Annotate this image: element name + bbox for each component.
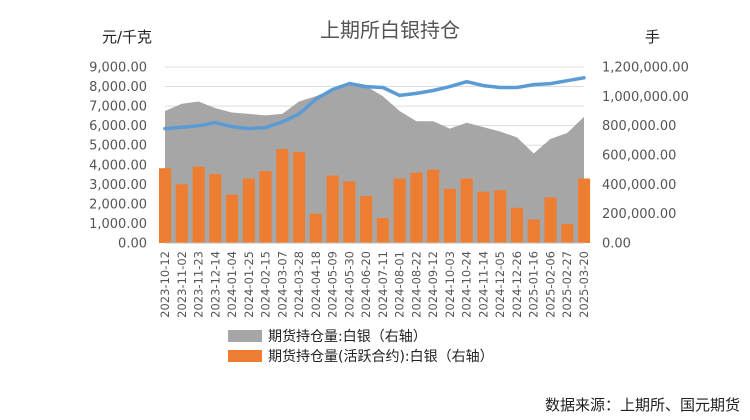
active-contract-bar <box>192 166 205 243</box>
right-axis-tick-label: 800,000.00 <box>602 119 676 134</box>
left-axis-tick-label: 1,000.00 <box>89 217 147 232</box>
legend-label-open-interest: 期货持仓量:白银（右轴） <box>268 328 427 345</box>
left-axis-tick-label: 5,000.00 <box>89 139 147 154</box>
right-axis-unit: 手 <box>645 28 660 46</box>
left-axis-unit: 元/千克 <box>102 28 152 46</box>
x-axis-tick-label: 2024-02-15 <box>259 251 273 318</box>
right-axis-tick-label: 0.00 <box>602 237 631 252</box>
x-axis-tick-label: 2024-03-28 <box>292 251 306 318</box>
left-axis-tick-label: 4,000.00 <box>89 158 147 173</box>
x-axis-tick-label: 2025-02-06 <box>544 251 558 318</box>
active-contract-bar <box>561 223 574 243</box>
left-axis-tick-label: 3,000.00 <box>89 178 147 193</box>
active-contract-bar <box>326 175 339 243</box>
active-contract-bar <box>460 178 473 243</box>
x-axis-tick-label: 2024-05-09 <box>326 251 340 318</box>
active-contract-bar <box>293 152 306 243</box>
active-contract-bar <box>209 174 222 243</box>
legend-swatch-active-contract <box>228 350 262 362</box>
x-axis-tick-label: 2024-07-11 <box>376 251 390 318</box>
price-line-path <box>163 76 586 131</box>
left-axis-tick-label: 2,000.00 <box>89 197 147 212</box>
active-contract-bar <box>494 190 507 243</box>
right-axis-tick-label: 1,200,000.00 <box>602 61 689 76</box>
price-line <box>163 76 586 131</box>
active-contract-bar <box>159 168 172 243</box>
right-axis-tick-label: 400,000.00 <box>602 178 676 193</box>
x-axis-tick-label: 2024-08-22 <box>409 251 423 318</box>
active-contract-bar <box>309 213 322 243</box>
left-axis-tick-label: 9,000.00 <box>89 61 147 76</box>
x-axis-tick-label: 2024-04-18 <box>309 251 323 318</box>
active-contract-bars <box>159 149 591 243</box>
x-axis-tick-label: 2025-01-16 <box>527 251 541 318</box>
right-axis-ticks: 1,200,000.00 1,000,000.00 800,000.00 600,00… <box>602 61 689 252</box>
left-axis-tick-label: 6,000.00 <box>89 119 147 134</box>
x-axis-tick-label: 2024-12-05 <box>493 251 507 318</box>
x-axis-tick-label: 2024-01-25 <box>242 251 256 318</box>
x-axis-tick-label: 2024-05-30 <box>342 251 356 318</box>
x-axis-tick-label: 2024-11-14 <box>476 251 490 318</box>
active-contract-bar <box>510 207 523 243</box>
active-contract-bar <box>544 197 557 243</box>
x-axis-tick-label: 2024-12-26 <box>510 251 524 318</box>
active-contract-bar <box>276 149 289 243</box>
right-axis-tick-label: 200,000.00 <box>602 207 676 222</box>
left-axis-ticks: 9,000.00 8,000.00 7,000.00 6,000.00 5,000.00… <box>89 61 147 252</box>
right-axis-tick-label: 1,000,000.00 <box>602 90 689 105</box>
x-axis-tick-label: 2024-06-20 <box>359 251 373 318</box>
left-axis-tick-label: 0.00 <box>118 237 147 252</box>
active-contract-bar <box>578 178 591 243</box>
x-axis-tick-label: 2024-10-24 <box>460 251 474 318</box>
active-contract-bar <box>360 196 373 243</box>
x-axis-tick-label: 2024-01-04 <box>225 251 239 318</box>
legend-swatch-open-interest <box>228 330 262 342</box>
x-axis-tick-label: 2023-10-12 <box>158 251 172 318</box>
active-contract-bar <box>175 184 188 243</box>
active-contract-bar <box>527 219 540 243</box>
chart-title: 上期所白银持仓 <box>320 18 460 42</box>
left-axis-tick-label: 7,000.00 <box>89 100 147 115</box>
x-axis-tick-label: 2023-11-23 <box>192 251 206 318</box>
active-contract-bar <box>477 191 490 243</box>
active-contract-bar <box>393 178 406 243</box>
x-axis-tick-label: 2024-10-03 <box>443 251 457 318</box>
left-axis-tick-label: 8,000.00 <box>89 80 147 95</box>
active-contract-bar <box>259 171 272 243</box>
x-axis-tick-label: 2023-12-14 <box>208 251 222 318</box>
x-axis-tick-label: 2023-11-02 <box>175 251 189 318</box>
active-contract-bar <box>376 218 389 243</box>
active-contract-bar <box>343 181 356 243</box>
active-contract-bar <box>443 188 456 243</box>
legend-label-active-contract: 期货持仓量(活跃合约):白银（右轴） <box>268 348 494 365</box>
active-contract-bar <box>410 172 423 243</box>
x-axis-ticks: 2023-10-12 2023-11-02 2023-11-23 2023-12-14… <box>158 242 591 318</box>
x-axis-tick-label: 2025-02-27 <box>560 251 574 318</box>
active-contract-bar <box>427 169 440 243</box>
active-contract-bar <box>242 178 255 243</box>
source-note: 数据来源：上期所、国元期货 <box>545 396 740 414</box>
x-axis-tick-label: 2024-09-12 <box>426 251 440 318</box>
x-axis-tick-label: 2024-03-07 <box>275 251 289 318</box>
legend: 期货持仓量:白银（右轴） 期货持仓量(活跃合约):白银（右轴） <box>228 328 494 365</box>
x-axis-tick-label: 2024-08-01 <box>393 251 407 318</box>
right-axis-tick-label: 600,000.00 <box>602 149 676 164</box>
x-axis-tick-label: 2025-03-20 <box>577 251 591 318</box>
active-contract-bar <box>226 194 239 243</box>
